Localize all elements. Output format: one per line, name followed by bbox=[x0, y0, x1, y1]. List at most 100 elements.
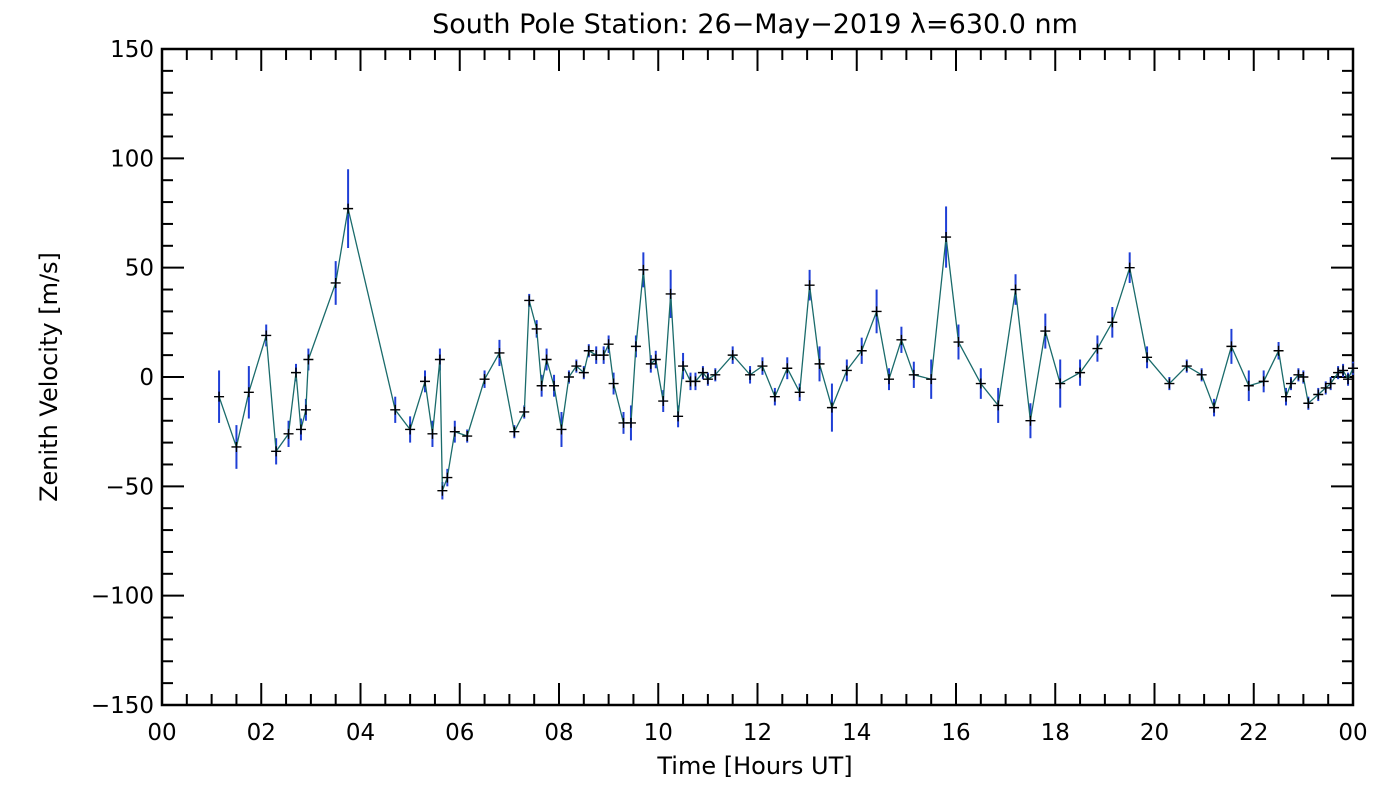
data-point bbox=[1325, 378, 1336, 389]
data-point bbox=[871, 306, 882, 317]
data-point bbox=[519, 406, 530, 417]
data-point bbox=[1281, 391, 1292, 402]
data-point bbox=[1333, 367, 1344, 378]
data-point bbox=[757, 361, 768, 372]
data-point bbox=[598, 350, 609, 361]
y-tick-label: 150 bbox=[110, 37, 154, 63]
data-point bbox=[509, 426, 520, 437]
data-point bbox=[841, 365, 852, 376]
data-point bbox=[745, 369, 756, 380]
data-point bbox=[638, 264, 649, 275]
data-point bbox=[541, 354, 552, 365]
data-point bbox=[1273, 345, 1284, 356]
data-point bbox=[650, 354, 661, 365]
data-point bbox=[1209, 402, 1220, 413]
data-point bbox=[896, 334, 907, 345]
x-tick-label: 00 bbox=[147, 720, 176, 746]
data-point bbox=[437, 485, 448, 496]
data-point bbox=[1338, 365, 1349, 376]
x-tick-label: 22 bbox=[1239, 720, 1268, 746]
data-point bbox=[243, 387, 254, 398]
data-point bbox=[908, 369, 919, 380]
data-point bbox=[1010, 284, 1021, 295]
data-point bbox=[524, 295, 535, 306]
data-point bbox=[826, 402, 837, 413]
x-tick-label: 12 bbox=[743, 720, 772, 746]
data-point bbox=[531, 323, 542, 334]
data-point bbox=[658, 396, 669, 407]
x-tick-label: 06 bbox=[445, 720, 474, 746]
data-point bbox=[571, 361, 582, 372]
data-point bbox=[300, 404, 311, 415]
axis-ticks bbox=[161, 48, 1354, 706]
data-point bbox=[1298, 372, 1309, 382]
data-markers bbox=[214, 203, 1358, 496]
data-point bbox=[563, 372, 574, 382]
data-point bbox=[1075, 367, 1086, 378]
data-point bbox=[1243, 380, 1254, 391]
data-point bbox=[926, 374, 937, 385]
data-point bbox=[603, 339, 614, 350]
data-point bbox=[710, 369, 721, 380]
data-point bbox=[390, 404, 401, 415]
data-point bbox=[1343, 374, 1354, 385]
data-point bbox=[702, 374, 713, 385]
data-point bbox=[1055, 378, 1066, 389]
x-tick-labels: 00 02 04 06 08 10 12 14 16 18 20 22 00 bbox=[147, 720, 1367, 746]
plot-frame bbox=[160, 47, 1355, 707]
y-tick-label: 100 bbox=[110, 146, 154, 172]
data-point bbox=[214, 391, 225, 402]
data-point bbox=[630, 341, 641, 352]
data-point bbox=[1285, 378, 1296, 389]
x-tick-label: 18 bbox=[1041, 720, 1070, 746]
data-point bbox=[727, 350, 738, 361]
x-tick-label: 16 bbox=[941, 720, 970, 746]
data-point bbox=[1142, 352, 1153, 363]
data-point bbox=[678, 361, 689, 372]
data-point bbox=[993, 400, 1004, 411]
data-point bbox=[1040, 326, 1051, 337]
y-tick-label: 50 bbox=[125, 256, 154, 282]
data-point bbox=[608, 378, 619, 389]
y-tick-labels: −150 −100 −50 0 50 100 150 bbox=[91, 37, 154, 719]
data-point bbox=[953, 337, 964, 348]
data-point bbox=[290, 367, 301, 378]
data-point bbox=[665, 288, 676, 299]
chart-title: South Pole Station: 26−May−2019 λ=630.0 … bbox=[432, 9, 1078, 40]
data-point bbox=[578, 367, 589, 378]
error-bars bbox=[218, 169, 1354, 500]
data-point bbox=[814, 358, 825, 369]
data-point bbox=[261, 330, 272, 341]
data-point bbox=[625, 417, 636, 428]
data-point bbox=[549, 380, 560, 391]
data-point bbox=[583, 345, 594, 356]
data-point bbox=[794, 387, 805, 398]
data-point bbox=[479, 374, 490, 385]
data-point bbox=[690, 376, 701, 387]
data-point bbox=[673, 411, 684, 422]
data-point bbox=[941, 232, 952, 243]
data-point bbox=[1164, 378, 1175, 389]
data-point bbox=[697, 367, 708, 378]
x-tick-label: 04 bbox=[346, 720, 375, 746]
y-tick-label: −100 bbox=[91, 584, 154, 610]
y-tick-label: 0 bbox=[139, 365, 154, 391]
data-point bbox=[231, 441, 242, 452]
y-tick-label: −150 bbox=[91, 693, 154, 719]
data-point bbox=[434, 354, 445, 365]
data-point bbox=[645, 358, 656, 369]
x-tick-label: 00 bbox=[1338, 720, 1367, 746]
data-point bbox=[1107, 317, 1118, 328]
data-point bbox=[782, 363, 793, 374]
data-point bbox=[975, 378, 986, 389]
data-point bbox=[856, 345, 867, 356]
data-point bbox=[884, 374, 895, 385]
data-point bbox=[405, 424, 416, 435]
data-point bbox=[1258, 376, 1269, 387]
data-point bbox=[330, 277, 341, 288]
series-line bbox=[218, 208, 1354, 491]
data-point bbox=[420, 376, 431, 387]
x-tick-label: 02 bbox=[247, 720, 276, 746]
x-axis-label: Time [Hours UT] bbox=[656, 752, 852, 780]
